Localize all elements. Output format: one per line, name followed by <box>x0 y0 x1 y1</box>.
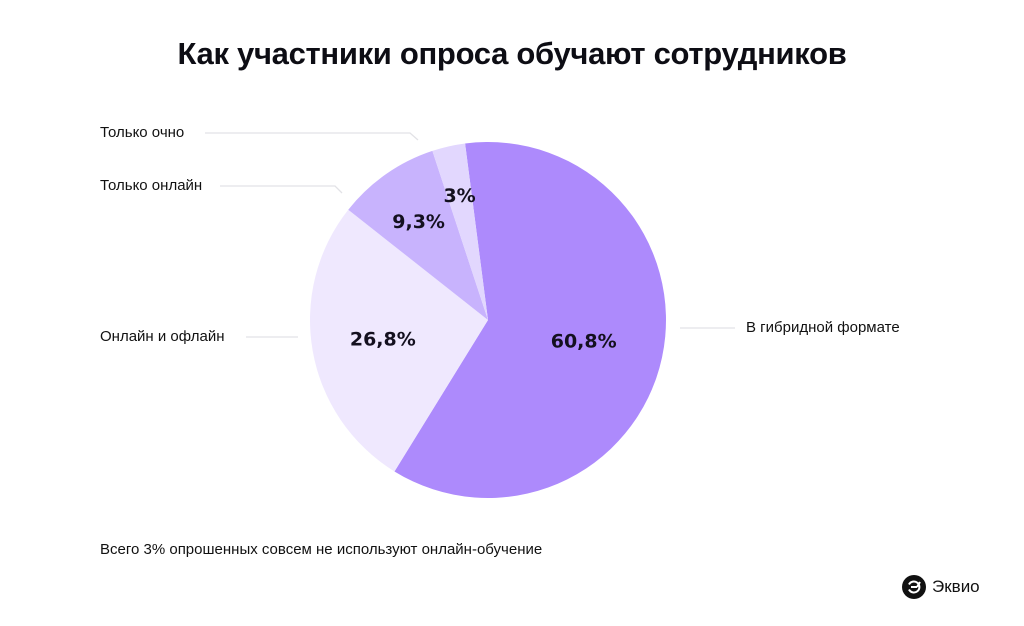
legend-label-online-offline: Онлайн и офлайн <box>100 328 225 345</box>
slice-value-label-only-offline: 3% <box>443 185 475 207</box>
brand-logo: Эквио <box>902 575 980 599</box>
ekvio-logo-icon <box>902 575 926 599</box>
slice-value-label-only-online: 9,3% <box>392 211 445 233</box>
brand-name: Эквио <box>932 577 980 596</box>
leader-line-only-online <box>220 185 343 194</box>
chart-title: Как участники опроса обучают сотрудников <box>177 36 847 71</box>
legend-label-only-online: Только онлайн <box>100 177 203 194</box>
pie-slice-hybrid <box>394 142 666 499</box>
slice-value-label-hybrid: 60,8% <box>551 331 617 353</box>
footnote: Всего 3% опрошенных совсем не используют… <box>100 541 543 558</box>
legend-label-hybrid: В гибридной формате <box>746 319 900 336</box>
pie-slice-only-offline <box>432 143 488 320</box>
slice-value-label-online-offline: 26,8% <box>350 329 416 351</box>
leader-line-only-offline <box>205 132 419 141</box>
legend-label-only-offline: Только очно <box>100 124 185 141</box>
pie-slice-only-online <box>348 150 488 320</box>
pie-slice-online-offline <box>310 209 488 472</box>
